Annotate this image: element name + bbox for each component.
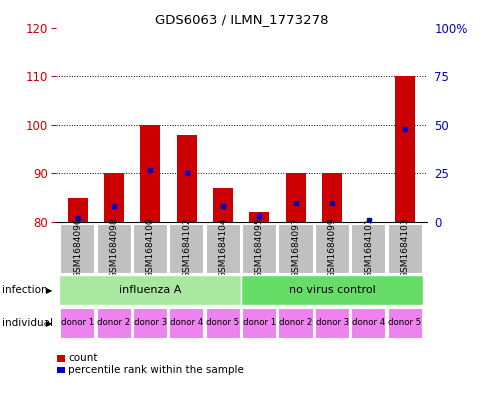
Text: donor 1: donor 1 xyxy=(242,318,275,327)
Text: infection: infection xyxy=(2,285,48,295)
Bar xyxy=(96,308,130,338)
Bar xyxy=(205,224,239,273)
Bar xyxy=(278,224,312,273)
Bar xyxy=(60,308,94,338)
Text: ▶: ▶ xyxy=(46,319,52,327)
Text: GSM1684097: GSM1684097 xyxy=(291,218,300,278)
Text: GSM1684098: GSM1684098 xyxy=(109,218,118,278)
Text: donor 3: donor 3 xyxy=(315,318,348,327)
Text: GSM1684101: GSM1684101 xyxy=(363,218,372,278)
Bar xyxy=(176,134,197,222)
Bar xyxy=(140,125,160,222)
Bar xyxy=(205,308,239,338)
Bar xyxy=(59,275,241,305)
Text: count: count xyxy=(68,353,97,364)
Text: donor 2: donor 2 xyxy=(97,318,130,327)
Bar xyxy=(104,173,124,222)
Bar xyxy=(314,308,348,338)
Text: GSM1684103: GSM1684103 xyxy=(400,218,408,278)
Bar xyxy=(350,224,384,273)
Text: GSM1684096: GSM1684096 xyxy=(73,218,82,278)
Bar xyxy=(321,173,342,222)
Bar xyxy=(212,188,233,222)
Text: GSM1684104: GSM1684104 xyxy=(218,218,227,278)
Bar xyxy=(278,308,312,338)
Text: donor 4: donor 4 xyxy=(170,318,203,327)
Text: influenza A: influenza A xyxy=(119,285,181,295)
Text: GSM1684102: GSM1684102 xyxy=(182,218,191,278)
Text: donor 4: donor 4 xyxy=(351,318,384,327)
Bar xyxy=(387,308,421,338)
Text: percentile rank within the sample: percentile rank within the sample xyxy=(68,365,243,375)
Text: donor 1: donor 1 xyxy=(61,318,94,327)
Bar xyxy=(350,308,384,338)
Bar xyxy=(169,224,203,273)
Bar xyxy=(394,76,414,222)
Bar xyxy=(242,308,276,338)
Bar xyxy=(67,198,88,222)
Bar xyxy=(249,212,269,222)
Bar xyxy=(242,224,276,273)
Bar xyxy=(241,275,422,305)
Bar xyxy=(96,224,130,273)
Text: GSM1684099: GSM1684099 xyxy=(327,218,336,278)
Bar xyxy=(133,224,166,273)
Bar xyxy=(387,224,421,273)
Text: donor 3: donor 3 xyxy=(134,318,166,327)
Text: donor 2: donor 2 xyxy=(279,318,312,327)
Text: GSM1684100: GSM1684100 xyxy=(146,218,154,278)
Bar xyxy=(314,224,348,273)
Text: donor 5: donor 5 xyxy=(206,318,239,327)
Text: donor 5: donor 5 xyxy=(388,318,421,327)
Bar xyxy=(133,308,166,338)
Title: GDS6063 / ILMN_1773278: GDS6063 / ILMN_1773278 xyxy=(154,13,327,26)
Text: individual: individual xyxy=(2,318,53,328)
Bar xyxy=(169,308,203,338)
Text: GSM1684095: GSM1684095 xyxy=(255,218,263,278)
Bar xyxy=(60,224,94,273)
Text: ▶: ▶ xyxy=(46,286,52,294)
Bar xyxy=(285,173,305,222)
Text: no virus control: no virus control xyxy=(288,285,375,295)
